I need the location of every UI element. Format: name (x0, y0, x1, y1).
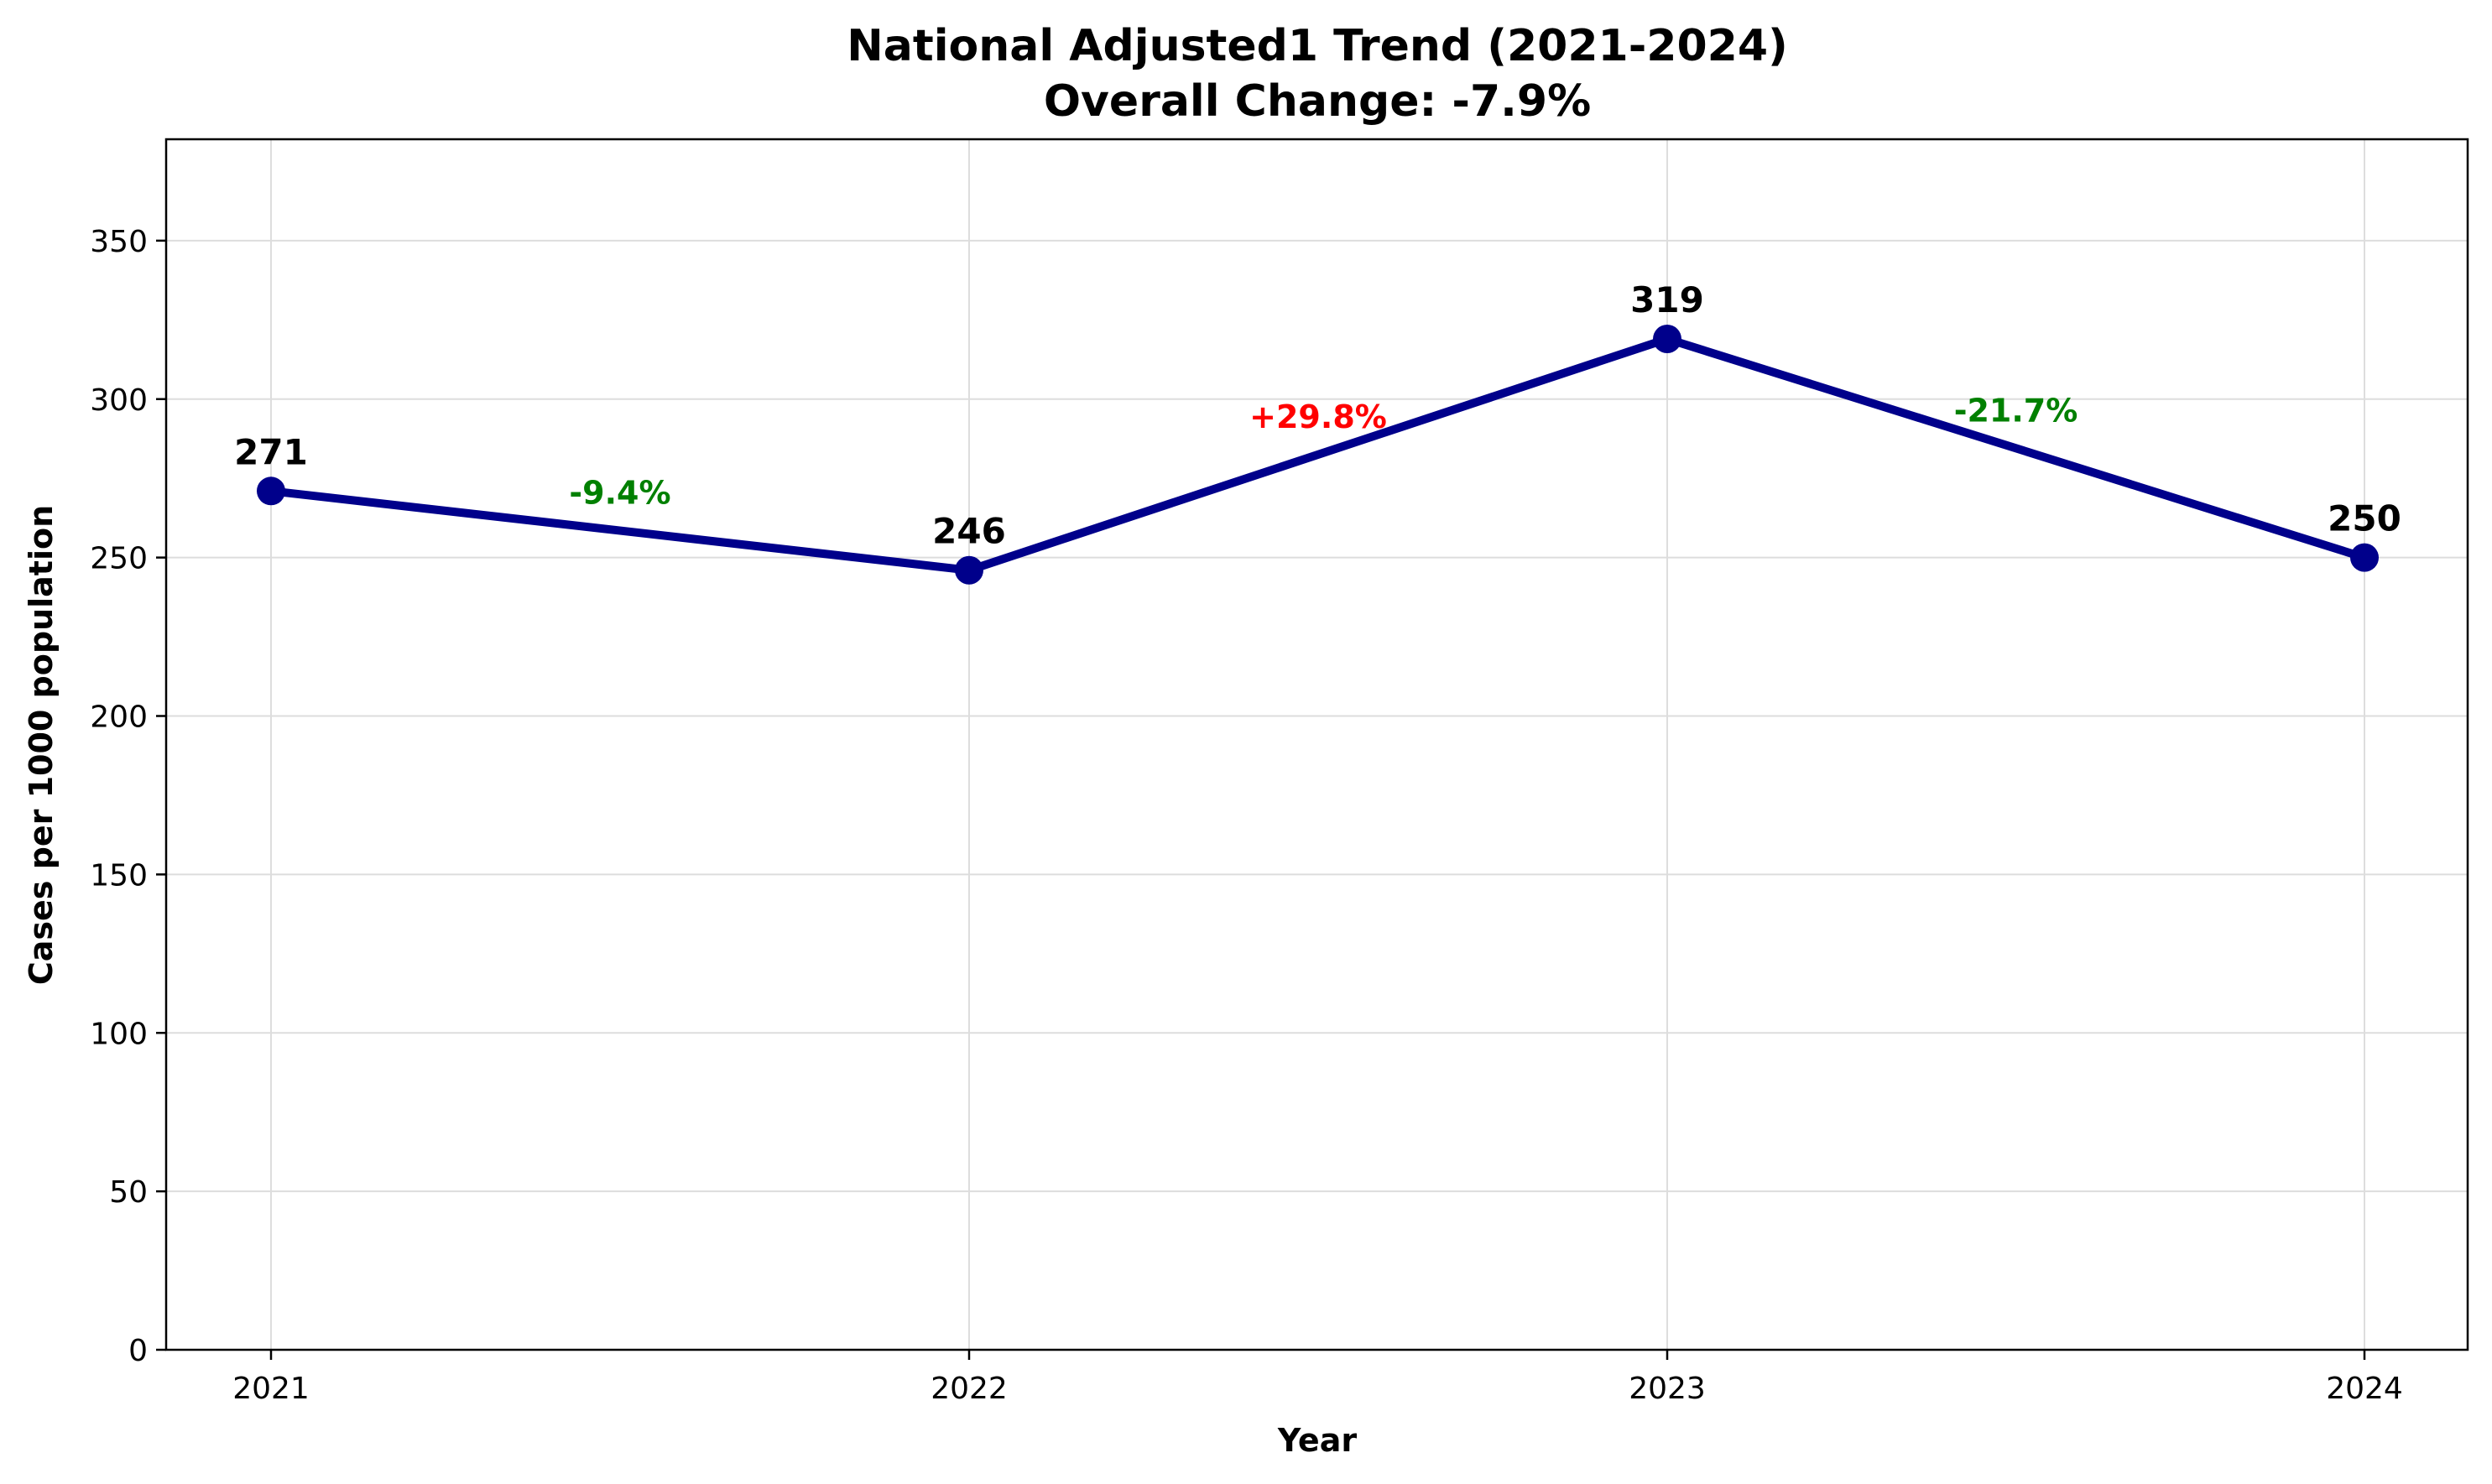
data-point-marker (257, 476, 285, 506)
y-tick-label: 0 (128, 1334, 148, 1368)
x-tick-label: 2021 (232, 1372, 310, 1406)
plot-area-frame (164, 138, 2469, 1351)
axis-ticks: 0 50 100 150 200 250 300 350 2021 2022 2023 2024 (90, 225, 2403, 1406)
data-point-marker (1653, 324, 1681, 353)
y-tick-label: 100 (90, 1017, 148, 1051)
data-label-group: 271 246 319 250 -9.4% +29.8% -21.7% (234, 279, 2401, 552)
grid-lines (166, 139, 2468, 1351)
y-tick-label: 150 (90, 858, 148, 893)
x-tick-label: 2023 (1629, 1372, 1706, 1406)
data-point-marker (955, 555, 983, 585)
data-value-label: 319 (1630, 279, 1704, 320)
x-axis-label: Year (1277, 1422, 1357, 1459)
y-tick-label: 300 (90, 383, 148, 418)
series-line-group (257, 324, 2379, 585)
percent-change-label: -21.7% (1954, 392, 2078, 429)
y-tick-label: 50 (109, 1175, 148, 1210)
data-point-marker (2350, 543, 2379, 572)
percent-change-label: -9.4% (569, 475, 670, 512)
data-value-label: 250 (2328, 498, 2401, 539)
x-tick-label: 2022 (931, 1372, 1008, 1406)
chart-title-line2: Overall Change: -7.9% (1044, 76, 1591, 127)
percent-change-label: +29.8% (1249, 398, 1387, 435)
data-value-label: 271 (234, 431, 308, 472)
chart-title-line1: National Adjusted1 Trend (2021-2024) (847, 21, 1788, 71)
y-tick-label: 250 (90, 542, 148, 576)
y-axis-label: Cases per 1000 population (23, 505, 60, 985)
data-value-label: 246 (932, 511, 1006, 552)
y-tick-label: 200 (90, 700, 148, 735)
series-line (267, 334, 2369, 575)
x-tick-label: 2024 (2326, 1372, 2403, 1406)
y-tick-label: 350 (90, 225, 148, 259)
